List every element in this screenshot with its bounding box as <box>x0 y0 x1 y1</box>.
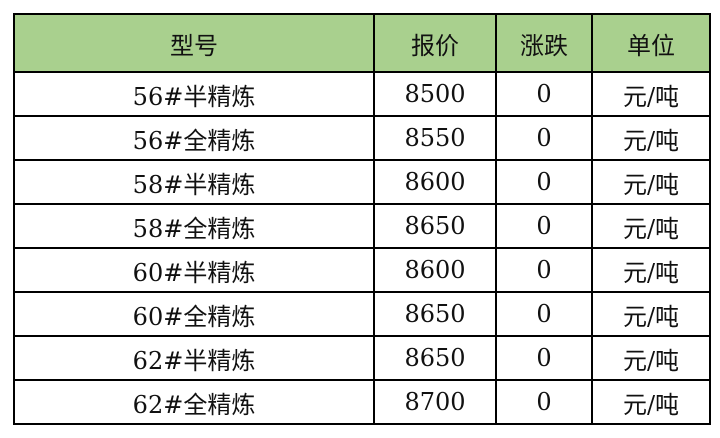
cell-change: 0 <box>495 335 593 381</box>
table-row: 62#半精炼 8650 0 元/吨 <box>13 335 711 381</box>
table-row: 62#全精炼 8700 0 元/吨 <box>13 379 711 425</box>
cell-model: 60#全精炼 <box>13 291 375 337</box>
cell-model: 60#半精炼 <box>13 247 375 293</box>
cell-change: 0 <box>495 71 593 117</box>
table-row: 56#全精炼 8550 0 元/吨 <box>13 115 711 161</box>
price-table: 型号 报价 涨跌 单位 56#半精炼 8500 0 元/吨 56#全精炼 8550 0 元/吨… <box>13 13 711 425</box>
cell-price: 8650 <box>373 291 497 337</box>
cell-model: 56#半精炼 <box>13 71 375 117</box>
table-row: 58#半精炼 8600 0 元/吨 <box>13 159 711 205</box>
cell-unit: 元/吨 <box>591 379 711 425</box>
cell-change: 0 <box>495 379 593 425</box>
cell-unit: 元/吨 <box>591 291 711 337</box>
header-row: 型号 报价 涨跌 单位 <box>13 13 711 73</box>
table-row: 60#半精炼 8600 0 元/吨 <box>13 247 711 293</box>
cell-model: 62#半精炼 <box>13 335 375 381</box>
cell-model: 56#全精炼 <box>13 115 375 161</box>
cell-price: 8650 <box>373 203 497 249</box>
cell-change: 0 <box>495 115 593 161</box>
header-model: 型号 <box>13 13 375 73</box>
cell-change: 0 <box>495 291 593 337</box>
cell-price: 8600 <box>373 159 497 205</box>
cell-price: 8600 <box>373 247 497 293</box>
table-row: 60#全精炼 8650 0 元/吨 <box>13 291 711 337</box>
cell-unit: 元/吨 <box>591 71 711 117</box>
header-unit: 单位 <box>591 13 711 73</box>
cell-unit: 元/吨 <box>591 203 711 249</box>
cell-change: 0 <box>495 247 593 293</box>
cell-model: 62#全精炼 <box>13 379 375 425</box>
cell-model: 58#全精炼 <box>13 203 375 249</box>
header-change: 涨跌 <box>495 13 593 73</box>
table-row: 56#半精炼 8500 0 元/吨 <box>13 71 711 117</box>
cell-change: 0 <box>495 159 593 205</box>
cell-unit: 元/吨 <box>591 115 711 161</box>
cell-model: 58#半精炼 <box>13 159 375 205</box>
header-price: 报价 <box>373 13 497 73</box>
cell-change: 0 <box>495 203 593 249</box>
cell-price: 8550 <box>373 115 497 161</box>
cell-price: 8700 <box>373 379 497 425</box>
cell-unit: 元/吨 <box>591 247 711 293</box>
cell-unit: 元/吨 <box>591 335 711 381</box>
cell-unit: 元/吨 <box>591 159 711 205</box>
cell-price: 8650 <box>373 335 497 381</box>
table-row: 58#全精炼 8650 0 元/吨 <box>13 203 711 249</box>
cell-price: 8500 <box>373 71 497 117</box>
